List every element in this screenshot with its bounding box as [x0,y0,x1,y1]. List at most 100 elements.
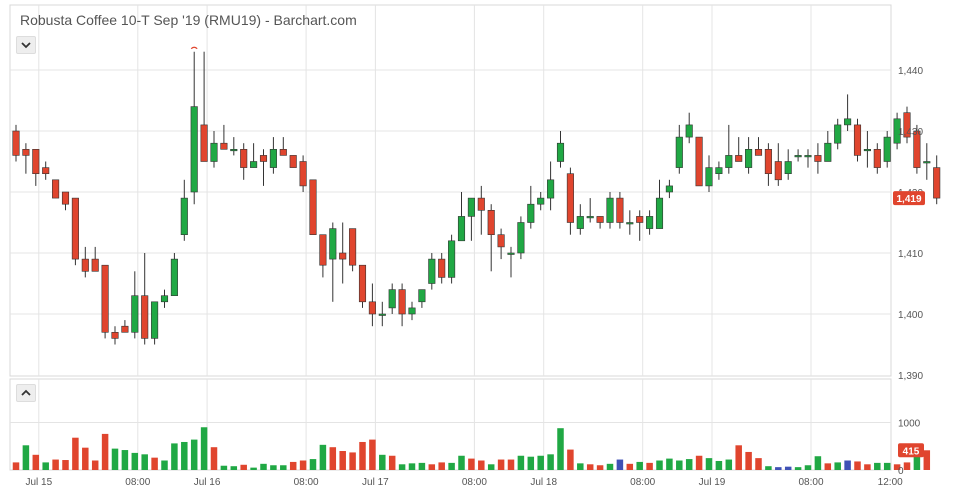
volume-bar [220,465,228,470]
candle [180,179,188,241]
candle [378,301,386,327]
candle-body [616,197,624,223]
volume-bar [794,467,802,470]
candle [418,289,426,308]
candle [388,283,396,314]
candle [259,149,268,186]
volume-bar [418,462,426,470]
volume-bar [527,456,535,470]
volume-bar [616,459,624,470]
candle-body [655,197,664,229]
volume-bar [408,463,416,470]
candle-body [22,149,30,156]
volume-bar [369,439,376,470]
candle-body [52,179,60,199]
volume-bar [72,437,79,470]
price-tick-label: 1,400 [898,310,923,321]
candle-body [210,142,218,162]
volume-bar [131,452,139,470]
candle-body [844,118,852,126]
candle [517,216,525,260]
time-tick-label: 08:00 [798,477,823,488]
high-marker [190,46,198,50]
candle-body [279,149,287,156]
last-volume-badge [898,443,924,458]
volume-bar [676,460,683,470]
candle-body [477,197,485,211]
candle [121,320,129,333]
candle-body [329,228,337,260]
candle-body [269,149,277,168]
volume-bar [715,460,723,470]
volume-bar [82,447,89,470]
candle [735,137,743,162]
volume-bar [22,445,30,470]
candle [665,179,673,199]
volume-bar [814,456,822,470]
candle [170,253,178,297]
volume-panel-collapse-button[interactable] [16,384,36,402]
candle-body [715,167,723,175]
volume-bar [834,462,841,470]
candle-body [289,155,297,168]
candle-body [626,222,634,225]
volume-bar [230,466,238,470]
candle [111,326,119,345]
candle-body [527,203,535,223]
chevron-up-icon [21,389,31,396]
candle [626,210,634,235]
candle-body [259,155,268,162]
candle [309,179,317,236]
volume-bar [685,459,693,470]
time-tick-label: 08:00 [630,477,655,488]
candle [289,155,297,168]
candle-body [784,161,792,174]
candle [636,210,644,241]
candle-body [418,289,426,303]
candle [299,155,307,192]
candle-body [636,216,644,223]
candle-body [160,295,169,303]
volume-bar [339,451,346,470]
candle [596,216,604,229]
candle [220,124,228,150]
candle [616,192,624,229]
time-tick-label: Jul 15 [25,477,52,488]
candle-body [438,258,446,278]
candle [141,253,149,345]
volume-bar [289,461,297,470]
candle-body [81,258,89,272]
candle [527,185,535,229]
candle-body [299,161,307,187]
candle [131,271,139,339]
volume-bar [329,447,337,470]
candle-body [151,301,159,339]
candle-body [497,234,505,248]
candle-body [250,161,258,168]
volume-bar [458,455,465,470]
volume-bar [804,465,812,470]
candle [487,204,495,272]
price-panel-collapse-button[interactable] [16,36,36,54]
candle-body [814,155,822,162]
candle-body [675,136,683,168]
volume-bar [864,464,871,470]
candle-body [556,142,565,162]
volume-bar [101,433,109,470]
candle-body [91,258,99,272]
candle [91,246,99,272]
volume-bar [507,459,515,470]
candle [913,124,921,174]
time-tick-label: 08:00 [462,477,487,488]
candle [923,143,931,180]
candle-body [398,289,406,315]
volume-bar [883,462,891,470]
candle [52,179,60,199]
candle-body [428,258,436,284]
candle-body [180,197,188,236]
candle [903,106,911,144]
last-price-badge [893,191,925,206]
candle [358,264,367,308]
candle [477,185,485,235]
